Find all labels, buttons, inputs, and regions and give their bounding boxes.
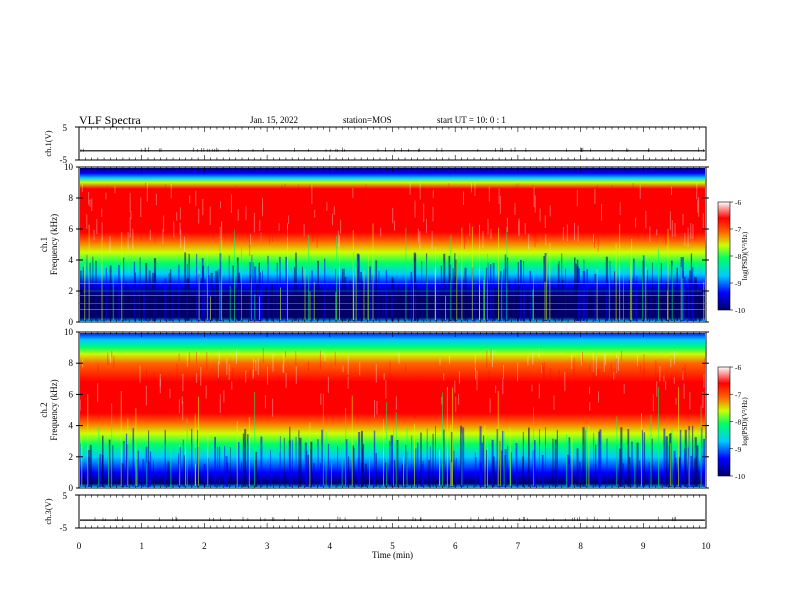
xtick-label: 10 bbox=[702, 541, 712, 551]
date-label: Jan. 15, 2022 bbox=[250, 115, 298, 125]
station-label: station=MOS bbox=[343, 115, 392, 125]
colorbar-tick-label: -9 bbox=[735, 445, 741, 454]
colorbar-label: log(PSD)(V²/Hz) bbox=[741, 397, 749, 446]
ylabel: Frequency (kHz) bbox=[49, 379, 59, 440]
ytick-label: -5 bbox=[60, 523, 68, 533]
ytick-label: 4 bbox=[69, 421, 74, 431]
colorbar-tick-label: -10 bbox=[735, 472, 745, 481]
xtick-label: 1 bbox=[139, 541, 144, 551]
ytick-label: 5 bbox=[63, 491, 68, 501]
ytick-label: 4 bbox=[69, 255, 74, 265]
ylabel: ch.3(V) bbox=[43, 498, 53, 524]
colorbar-tick-label: -7 bbox=[735, 390, 741, 399]
ytick-label: 5 bbox=[63, 123, 68, 133]
ytick-label: 2 bbox=[69, 452, 74, 462]
ch1-spectrogram bbox=[80, 168, 705, 321]
colorbar-tick-label: -9 bbox=[735, 279, 741, 288]
colorbar-label: log(PSD)(V²/Hz) bbox=[741, 231, 749, 280]
colorbar bbox=[717, 201, 731, 311]
ch2-spectrogram bbox=[80, 333, 705, 487]
colorbar-tick-label: -7 bbox=[735, 225, 741, 234]
colorbar bbox=[717, 366, 731, 477]
colorbar-tick-label: -6 bbox=[735, 363, 741, 372]
ytick-label: 8 bbox=[69, 193, 74, 203]
xlabel: Time (min) bbox=[372, 550, 413, 560]
colorbar-tick-label: -8 bbox=[735, 418, 741, 427]
ytick-label: 0 bbox=[69, 317, 74, 327]
channel-label: ch.1 bbox=[39, 237, 49, 252]
xtick-label: 2 bbox=[202, 541, 207, 551]
xtick-label: 5 bbox=[390, 541, 395, 551]
xtick-label: 8 bbox=[578, 541, 583, 551]
channel-label: ch.2 bbox=[39, 402, 49, 417]
figure-title: VLF Spectra bbox=[79, 113, 141, 127]
ytick-label: 0 bbox=[69, 483, 74, 493]
colorbar-tick-label: -10 bbox=[735, 306, 745, 315]
ytick-label: 6 bbox=[69, 224, 74, 234]
xtick-label: 6 bbox=[453, 541, 458, 551]
start-time-label: start UT = 10: 0 : 1 bbox=[437, 115, 506, 125]
ytick-label: 2 bbox=[69, 286, 74, 296]
xtick-label: 9 bbox=[641, 541, 646, 551]
ytick-label: -5 bbox=[60, 155, 68, 165]
ytick-label: 10 bbox=[64, 162, 74, 172]
xtick-label: 4 bbox=[328, 541, 333, 551]
colorbar-tick-label: -8 bbox=[735, 252, 741, 261]
colorbar-tick-label: -6 bbox=[735, 198, 741, 207]
xtick-label: 7 bbox=[516, 541, 521, 551]
ytick-label: 10 bbox=[64, 327, 74, 337]
ylabel: Frequency (kHz) bbox=[49, 214, 59, 275]
ytick-label: 6 bbox=[69, 389, 74, 399]
xtick-label: 0 bbox=[77, 541, 82, 551]
ylabel: ch.1(V) bbox=[43, 130, 53, 156]
xtick-label: 3 bbox=[265, 541, 270, 551]
ytick-label: 8 bbox=[69, 358, 74, 368]
